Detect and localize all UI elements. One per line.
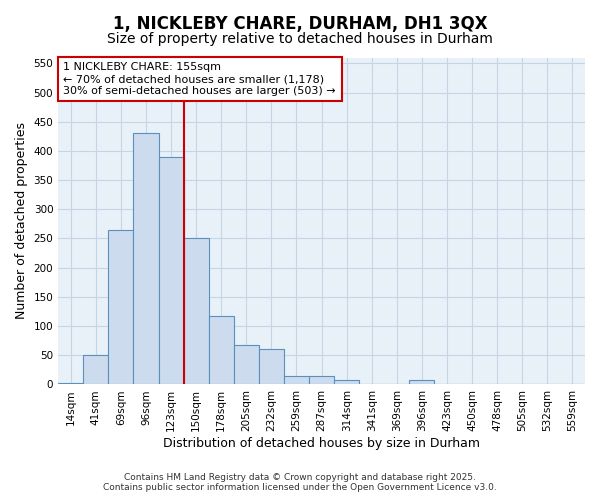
Bar	[309, 376, 334, 384]
Bar	[158, 157, 184, 384]
Y-axis label: Number of detached properties: Number of detached properties	[15, 122, 28, 320]
Bar	[334, 380, 359, 384]
X-axis label: Distribution of detached houses by size in Durham: Distribution of detached houses by size …	[163, 437, 480, 450]
Bar	[284, 376, 309, 384]
Text: Size of property relative to detached houses in Durham: Size of property relative to detached ho…	[107, 32, 493, 46]
Bar	[83, 356, 109, 384]
Text: Contains HM Land Registry data © Crown copyright and database right 2025.
Contai: Contains HM Land Registry data © Crown c…	[103, 473, 497, 492]
Bar	[184, 238, 209, 384]
Text: 1, NICKLEBY CHARE, DURHAM, DH1 3QX: 1, NICKLEBY CHARE, DURHAM, DH1 3QX	[113, 15, 487, 33]
Bar	[409, 380, 434, 384]
Bar	[234, 345, 259, 385]
Bar	[109, 230, 133, 384]
Bar	[58, 382, 83, 384]
Text: 1 NICKLEBY CHARE: 155sqm
← 70% of detached houses are smaller (1,178)
30% of sem: 1 NICKLEBY CHARE: 155sqm ← 70% of detach…	[64, 62, 336, 96]
Bar	[133, 134, 158, 384]
Bar	[209, 316, 234, 384]
Bar	[259, 350, 284, 384]
